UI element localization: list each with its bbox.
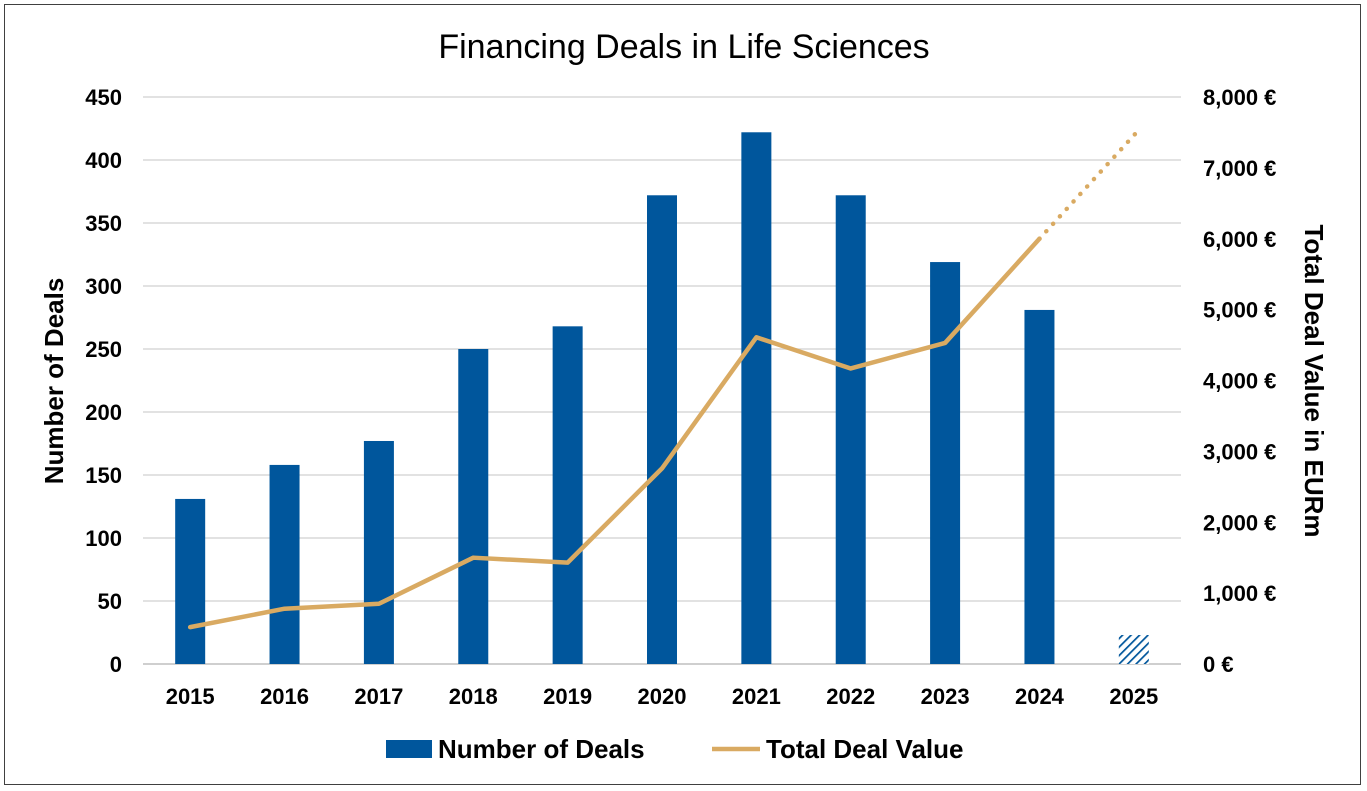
right-axis-title: Total Deal Value in EURm <box>1299 224 1329 537</box>
x-tick-label: 2017 <box>354 684 403 709</box>
x-tick-label: 2021 <box>732 684 781 709</box>
x-axis-ticks: 2015 2016 2017 2018 2019 2020 2021 2022 2023 2024… <box>166 684 1159 709</box>
bar <box>741 132 772 664</box>
left-tick-label: 150 <box>85 463 122 488</box>
left-tick-label: 100 <box>85 526 122 551</box>
bar <box>269 464 300 664</box>
left-tick-label: 50 <box>98 589 122 614</box>
chart-title: Financing Deals in Life Sciences <box>438 28 929 66</box>
x-tick-label: 2015 <box>166 684 215 709</box>
left-tick-label: 400 <box>85 148 122 173</box>
deal-value-projection-line <box>1037 128 1141 241</box>
bar <box>835 195 866 664</box>
left-axis-ticks: 0 50 100 150 200 250 300 350 400 450 <box>85 85 122 677</box>
gridlines <box>143 96 1181 665</box>
right-tick-label: 0 € <box>1203 652 1234 677</box>
x-tick-label: 2024 <box>1015 684 1065 709</box>
bar-hatched <box>1118 635 1149 664</box>
left-tick-label: 200 <box>85 400 122 425</box>
left-tick-label: 350 <box>85 211 122 236</box>
left-tick-label: 250 <box>85 337 122 362</box>
right-tick-label: 4,000 € <box>1203 369 1276 394</box>
deal-value-line <box>187 236 1042 630</box>
x-tick-label: 2022 <box>826 684 875 709</box>
right-axis-ticks: 0 € 1,000 € 2,000 € 3,000 € 4,000 € 5,000 € 6,… <box>1203 85 1276 677</box>
right-tick-label: 5,000 € <box>1203 298 1276 323</box>
bar <box>1024 309 1055 664</box>
bar-series-number-of-deals <box>175 132 1149 664</box>
right-tick-label: 6,000 € <box>1203 227 1276 252</box>
x-tick-label: 2023 <box>921 684 970 709</box>
left-tick-label: 300 <box>85 274 122 299</box>
legend: Number of Deals Total Deal Value <box>386 734 963 764</box>
legend-label-bars: Number of Deals <box>438 734 645 764</box>
right-tick-label: 3,000 € <box>1203 439 1276 464</box>
x-tick-label: 2016 <box>260 684 309 709</box>
left-tick-label: 450 <box>85 85 122 110</box>
bar <box>363 440 394 664</box>
left-tick-label: 0 <box>110 652 122 677</box>
bar <box>647 195 677 664</box>
line-series-total-deal-value <box>187 128 1141 630</box>
x-tick-label: 2018 <box>449 684 498 709</box>
bar <box>930 262 961 664</box>
x-tick-label: 2020 <box>638 684 687 709</box>
legend-swatch-bars <box>386 740 432 758</box>
bar <box>458 349 489 664</box>
legend-label-line: Total Deal Value <box>766 734 963 764</box>
x-tick-label: 2019 <box>543 684 592 709</box>
right-tick-label: 1,000 € <box>1203 581 1276 606</box>
x-tick-label: 2025 <box>1109 684 1158 709</box>
right-tick-label: 7,000 € <box>1203 156 1276 181</box>
left-axis-title: Number of Deals <box>39 278 69 485</box>
bar <box>552 326 583 664</box>
bar <box>175 498 206 664</box>
right-tick-label: 8,000 € <box>1203 85 1276 110</box>
right-tick-label: 2,000 € <box>1203 510 1276 535</box>
